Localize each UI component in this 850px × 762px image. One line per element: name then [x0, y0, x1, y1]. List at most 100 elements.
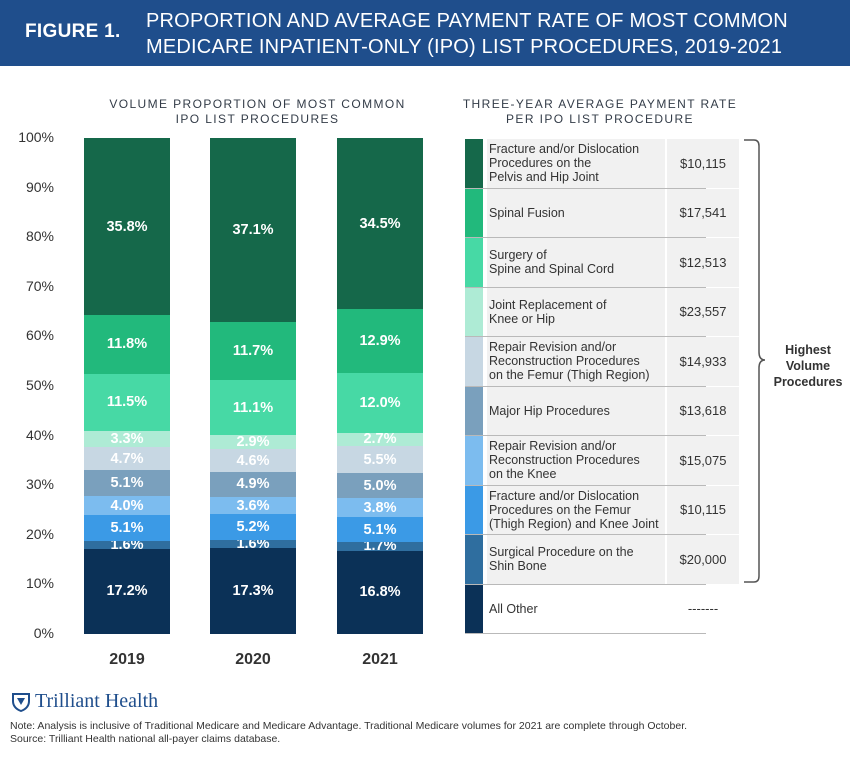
payment-rate: -------: [667, 584, 739, 633]
bar-segment: 3.8%: [337, 498, 423, 517]
payment-rate-cell: $13,618: [667, 386, 739, 435]
data-label: 2.9%: [236, 434, 270, 451]
procedure-name-line: Spinal Fusion: [489, 205, 565, 220]
x-category-label: 2019: [109, 651, 145, 668]
procedure-name-line: Reconstruction Procedures: [489, 453, 640, 468]
procedure-name-text: Surgical Procedure on the Shin Bone: [489, 545, 634, 573]
legend-row: Repair Revision and/or Reconstruction Pro…: [465, 337, 739, 387]
bar-segment: 5.5%: [337, 446, 423, 474]
figure-title: PROPORTION AND AVERAGE PAYMENT RATE OF M…: [146, 8, 836, 60]
data-label: 11.8%: [106, 336, 148, 353]
procedure-name-line: on the Femur (Thigh Region): [489, 368, 650, 383]
procedure-name-text: Repair Revision and/or Reconstruction Pro…: [489, 340, 650, 382]
bar-segment: 12.0%: [337, 373, 423, 433]
payment-rate: $20,000: [667, 535, 739, 584]
data-label: 17.3%: [232, 583, 274, 600]
footnote: Note: Analysis is inclusive of Tradition…: [10, 720, 687, 746]
bar-segment: 37.1%: [210, 138, 296, 323]
bar-segment: 2.7%: [337, 431, 423, 448]
procedure-name: Fracture and/or Dislocation Procedures on…: [487, 485, 665, 534]
procedure-name-line: Knee or Hip: [489, 311, 556, 326]
payment-rate-cell: $17,541: [667, 188, 739, 237]
bar-segment: 11.5%: [84, 373, 170, 431]
payment-rate: $15,075: [667, 436, 739, 485]
legend-swatch: [465, 535, 483, 584]
legend-row: Joint Replacement of Knee or Hip $23,557: [465, 287, 739, 337]
bar-segment: 5.0%: [337, 473, 423, 499]
procedure-name: Repair Revision and/or Reconstruction Pro…: [487, 337, 665, 386]
procedure-name-line: Surgical Procedure on the: [489, 545, 634, 560]
legend-row: Fracture and/or Dislocation Procedures on…: [465, 485, 739, 535]
legend-row: Surgery of Spine and Spinal Cord $12,513: [465, 238, 739, 288]
data-label: 2.7%: [363, 431, 397, 448]
bar-segment: 35.8%: [84, 138, 170, 316]
data-label: 37.1%: [232, 222, 274, 238]
legend-row: Repair Revision and/or Reconstruction Pro…: [465, 436, 739, 486]
procedure-name-text: Joint Replacement of Knee or Hip: [489, 298, 606, 326]
legend-swatch: [465, 238, 483, 287]
data-label: 35.8%: [106, 218, 148, 235]
left-chart-subtitle: VOLUME PROPORTION OF MOST COMMON IPO LIS…: [85, 97, 430, 127]
data-label: 3.3%: [110, 430, 144, 447]
procedure-name-line: Fracture and/or Dislocation: [489, 142, 640, 157]
y-tick-label: 10%: [25, 575, 54, 592]
procedure-name-line: Spine and Spinal Cord: [489, 262, 615, 277]
highest-volume-brace: [744, 139, 766, 583]
bar-segment: 12.9%: [337, 309, 423, 374]
payment-rate: $10,115: [667, 485, 739, 534]
payment-rate-cell: $10,115: [667, 139, 739, 188]
y-tick-label: 90%: [25, 178, 54, 195]
data-label: 17.2%: [106, 583, 148, 600]
footnote-note: Note: Analysis is inclusive of Tradition…: [10, 720, 688, 732]
figure-title-line1: PROPORTION AND AVERAGE PAYMENT RATE OF M…: [146, 10, 788, 32]
data-label: 5.0%: [363, 477, 397, 494]
bar-segment: 11.7%: [210, 322, 296, 381]
x-category-label: 2021: [362, 651, 398, 668]
payment-rate-cell: $14,933: [667, 337, 739, 386]
payment-rate: $14,933: [667, 337, 739, 386]
data-label: 12.0%: [359, 394, 401, 411]
bar-segment: 17.3%: [210, 548, 296, 634]
bar-segment: 17.2%: [84, 548, 170, 634]
data-label: 5.5%: [363, 451, 397, 468]
legend-swatch: [465, 337, 483, 386]
data-label: 4.9%: [236, 476, 270, 493]
y-tick-label: 100%: [18, 129, 54, 145]
procedure-name-text: Spinal Fusion: [489, 206, 565, 220]
legend-swatch: [465, 436, 483, 485]
procedure-name-line: Reconstruction Procedures: [489, 354, 640, 369]
procedure-name: Surgical Procedure on the Shin Bone: [487, 535, 665, 584]
y-tick-label: 80%: [25, 228, 54, 245]
legend-row: Surgical Procedure on the Shin Bone $20,00…: [465, 535, 739, 585]
procedure-name-line: Surgery of: [489, 248, 547, 263]
procedure-name-line: Pelvis and Hip Joint: [489, 170, 599, 185]
procedure-name: All Other: [487, 584, 665, 633]
data-label: 11.1%: [232, 399, 274, 416]
payment-rate: $10,115: [667, 139, 739, 188]
brace-label-line2: Volume: [785, 359, 831, 373]
procedure-name-line: on the Knee: [489, 467, 557, 482]
left-subtitle-line1: VOLUME PROPORTION OF MOST COMMON: [109, 97, 406, 111]
y-tick-label: 20%: [25, 525, 54, 542]
payment-rate-cell: $15,075: [667, 436, 739, 485]
legend-row: Spinal Fusion $17,541: [465, 188, 739, 238]
procedure-name-text: Repair Revision and/or Reconstruction Pro…: [489, 439, 640, 481]
figure-label: FIGURE 1.: [25, 21, 121, 42]
bar-segment: 16.8%: [337, 550, 423, 634]
bar-segment: 5.2%: [210, 514, 296, 541]
bar-segment: 5.1%: [337, 516, 423, 543]
left-subtitle-line2: IPO LIST PROCEDURES: [175, 112, 340, 126]
bar-segment: 4.6%: [210, 449, 296, 473]
procedure-name-line: Shin Bone: [489, 559, 547, 574]
right-subtitle-line2: PER IPO LIST PROCEDURE: [506, 112, 694, 126]
brace-label-line3: Procedures: [773, 375, 843, 389]
data-label: 4.0%: [110, 497, 144, 514]
bar-segment: 5.1%: [84, 470, 170, 496]
procedure-name: Major Hip Procedures: [487, 386, 665, 435]
bar-segment: 5.1%: [84, 515, 170, 541]
footnote-source: Source: Trilliant Health national all-pa…: [10, 733, 281, 745]
bar-segment: 3.3%: [84, 430, 170, 447]
procedure-name: Spinal Fusion: [487, 188, 665, 237]
bar-segment: 3.6%: [210, 496, 296, 515]
procedure-name-line: Procedures on the Femur: [489, 502, 631, 517]
